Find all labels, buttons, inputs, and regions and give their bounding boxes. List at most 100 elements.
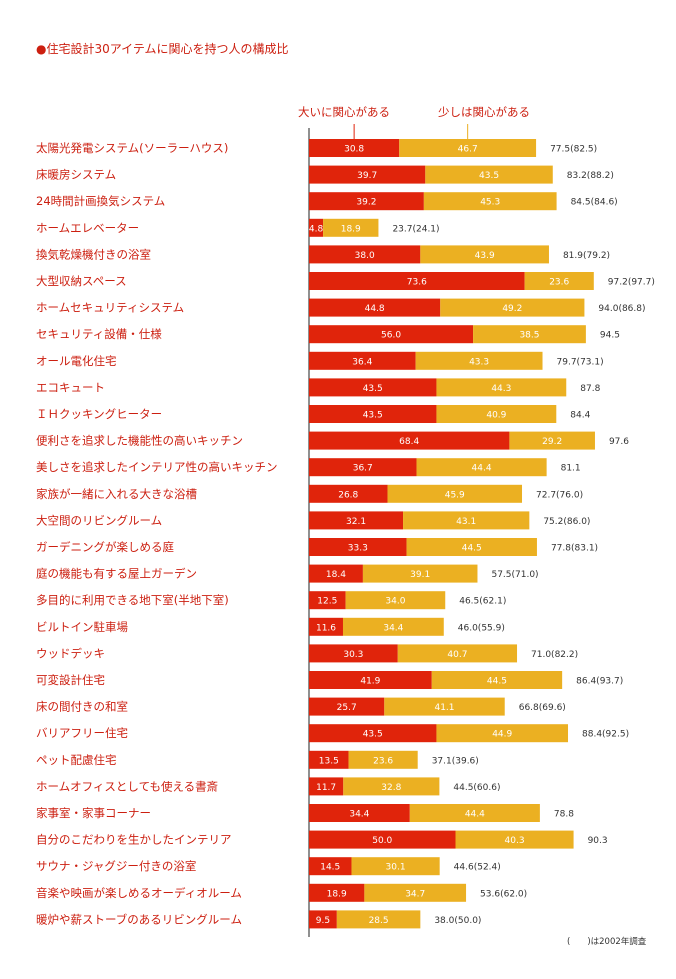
category-label: エコキュート	[36, 380, 105, 394]
bar-segment-high-interest	[309, 671, 432, 689]
category-label: セキュリティ設備・仕様	[36, 327, 162, 341]
segment-value-label: 32.8	[381, 783, 401, 793]
total-label: 46.0(55.9)	[458, 623, 505, 633]
total-label: 44.5(60.6)	[453, 783, 500, 793]
category-label: ビルトイン駐車場	[36, 620, 128, 634]
segment-value-label: 30.8	[344, 145, 364, 155]
total-label: 84.5(84.6)	[571, 198, 618, 208]
bar-segment-some-interest	[431, 671, 563, 689]
total-label: 72.7(76.0)	[536, 490, 583, 500]
category-label: 大型収納スペース	[36, 274, 127, 288]
legend: 大いに関心がある 少しは関心がある	[298, 105, 530, 139]
bar-segment-high-interest	[309, 724, 437, 743]
chart-row: 家事室・家事コーナー 34.4 44.4 78.8	[36, 804, 574, 822]
bar-segment-high-interest	[309, 538, 407, 556]
total-label: 88.4(92.5)	[582, 730, 629, 740]
category-label: 庭の機能も有する屋上ガーデン	[36, 567, 197, 581]
segment-value-label: 44.4	[472, 464, 492, 474]
total-label: 77.8(83.1)	[551, 544, 598, 554]
category-label: ＩＨクッキングヒーター	[36, 407, 162, 421]
bar-segment-some-interest	[406, 538, 537, 556]
segment-value-label: 18.9	[341, 224, 361, 234]
bar-segment-some-interest	[399, 139, 537, 157]
category-label: 家事室・家事コーナー	[36, 806, 151, 820]
segment-value-label: 73.6	[407, 278, 427, 288]
segment-value-label: 39.7	[357, 171, 377, 181]
bar-segment-some-interest	[440, 298, 585, 317]
chart-row: ホームセキュリティシステム 44.8 49.2 94.0(86.8)	[36, 298, 646, 317]
segment-value-label: 33.3	[348, 544, 368, 554]
legend-label: 大いに関心がある	[298, 105, 390, 119]
total-label: 38.0(50.0)	[434, 916, 481, 926]
segment-value-label: 50.0	[372, 836, 392, 846]
chart-row: 美しさを追求したインテリア性の高いキッチン 36.7 44.4 81.1	[36, 458, 581, 477]
segment-value-label: 44.5	[487, 677, 507, 687]
bar-segment-some-interest	[362, 564, 478, 583]
segment-value-label: 43.5	[363, 730, 383, 740]
segment-value-label: 9.5	[316, 916, 330, 926]
bar-segment-some-interest	[351, 857, 440, 876]
chart-row: 便利さを追求した機能性の高いキッチン 68.4 29.2 97.6	[36, 431, 629, 450]
total-label: 53.6(62.0)	[480, 889, 527, 899]
chart-row: 暖炉や薪ストーブのあるリビングルーム 9.5 28.5 38.0(50.0)	[36, 910, 481, 929]
chart-row: ホームエレベーター 4.8 18.9 23.7(24.1)	[36, 218, 440, 237]
category-label: サウナ・ジャグジー付きの浴室	[36, 859, 196, 873]
segment-value-label: 43.5	[363, 411, 383, 421]
segment-value-label: 39.1	[410, 570, 430, 580]
bar-segment-high-interest	[309, 697, 385, 716]
chart-row: 大空間のリビングルーム 32.1 43.1 75.2(86.0)	[36, 511, 590, 530]
total-label: 87.8	[580, 384, 600, 394]
chart-row: 庭の機能も有する屋上ガーデン 18.4 39.1 57.5(71.0)	[36, 564, 539, 583]
category-label: 自分のこだわりを生かしたインテリア	[36, 833, 232, 847]
segment-value-label: 43.5	[363, 384, 383, 394]
category-label: ガーデニングが楽しめる庭	[36, 540, 174, 554]
chart-rows: 太陽光発電システム(ソーラーハウス) 30.8 46.7 77.5(82.5) 床暖房シ…	[36, 139, 655, 929]
segment-value-label: 43.1	[456, 517, 476, 527]
bar-segment-high-interest	[309, 325, 474, 344]
bar-segment-some-interest	[323, 218, 379, 237]
category-label: 音楽や映画が楽しめるオーディオルーム	[36, 886, 242, 900]
segment-value-label: 44.8	[365, 304, 385, 314]
chart-row: ガーデニングが楽しめる庭 33.3 44.5 77.8(83.1)	[36, 538, 598, 556]
legend-label: 少しは関心がある	[438, 105, 530, 119]
total-label: 75.2(86.0)	[543, 517, 590, 527]
bar-segment-some-interest	[509, 431, 595, 450]
segment-value-label: 40.7	[447, 650, 467, 660]
bar-segment-high-interest	[309, 484, 388, 503]
chart-row: ペット配慮住宅 13.5 23.6 37.1(39.6)	[36, 750, 479, 769]
bar-segment-high-interest	[309, 458, 417, 477]
segment-value-label: 25.7	[337, 703, 357, 713]
chart-row: ＩＨクッキングヒーター 43.5 40.9 84.4	[36, 405, 591, 423]
category-label: ウッドデッキ	[36, 646, 105, 660]
total-label: 86.4(93.7)	[576, 677, 623, 687]
category-label: 床の間付きの和室	[36, 700, 128, 714]
bar-segment-high-interest	[309, 405, 437, 423]
bar-segment-high-interest	[309, 910, 337, 929]
bar-segment-some-interest	[455, 830, 574, 849]
bar-segment-high-interest	[309, 750, 349, 769]
bar-segment-high-interest	[309, 883, 365, 902]
total-label: 94.0(86.8)	[598, 304, 645, 314]
bar-segment-high-interest	[309, 218, 324, 237]
bar-segment-some-interest	[336, 910, 421, 929]
category-label: ホームエレベーター	[36, 221, 139, 235]
bar-segment-high-interest	[309, 245, 421, 264]
category-label: 美しさを追求したインテリア性の高いキッチン	[36, 460, 278, 474]
segment-value-label: 44.3	[491, 384, 511, 394]
bar-segment-some-interest	[387, 484, 523, 503]
bar-segment-some-interest	[473, 325, 586, 344]
total-label: 94.5	[600, 331, 620, 341]
total-label: 44.6(52.4)	[454, 863, 501, 873]
segment-value-label: 46.7	[458, 145, 478, 155]
bar-segment-high-interest	[309, 857, 352, 876]
bar-segment-some-interest	[423, 192, 557, 211]
segment-value-label: 49.2	[502, 304, 522, 314]
bar-segment-some-interest	[348, 750, 418, 769]
bar-segment-some-interest	[364, 883, 467, 902]
category-label: バリアフリー住宅	[36, 726, 128, 740]
segment-value-label: 12.5	[317, 597, 337, 607]
bar-segment-high-interest	[309, 272, 525, 290]
category-label: 多目的に利用できる地下室(半地下室)	[36, 593, 229, 607]
segment-value-label: 36.4	[352, 357, 372, 367]
footnote: ( )は2002年調査	[567, 936, 647, 947]
